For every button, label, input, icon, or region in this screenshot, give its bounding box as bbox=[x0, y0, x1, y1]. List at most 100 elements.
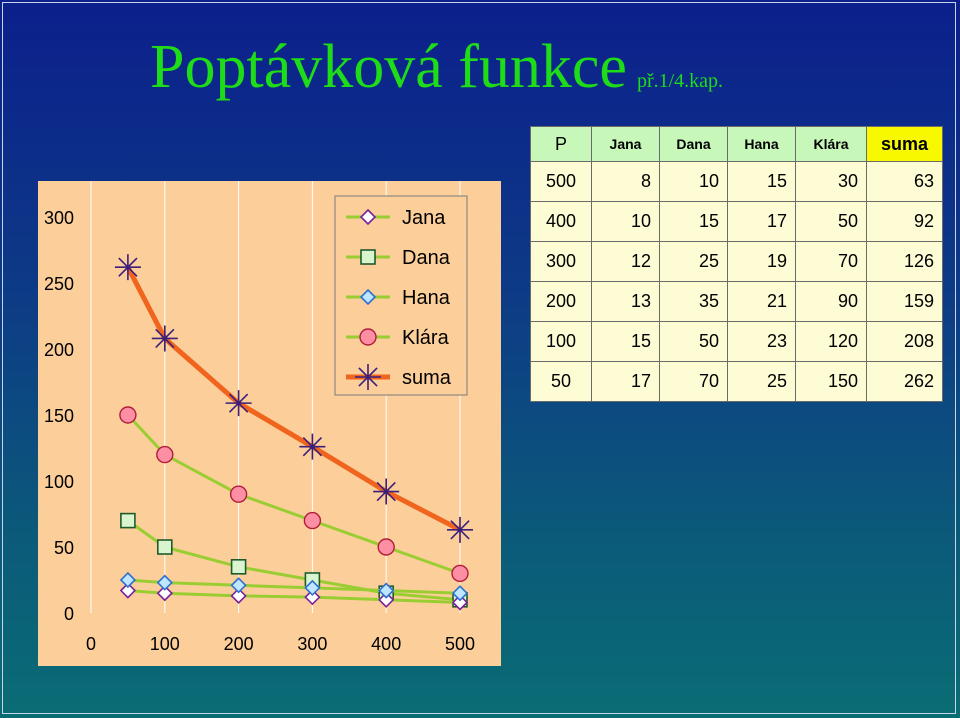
data-point-marker bbox=[229, 485, 248, 503]
quantity-cell: 50 bbox=[659, 321, 728, 362]
y-tick-label: 200 bbox=[44, 340, 74, 360]
quantity-cell: 10 bbox=[591, 201, 660, 242]
quantity-cell: 126 bbox=[866, 241, 943, 282]
table-header: P bbox=[530, 126, 592, 162]
data-point-marker bbox=[299, 433, 326, 460]
data-point-marker bbox=[156, 445, 174, 464]
quantity-cell: 262 bbox=[866, 361, 943, 402]
quantity-cell: 92 bbox=[866, 201, 943, 242]
data-point-marker bbox=[119, 582, 137, 599]
legend-label: Jana bbox=[402, 207, 446, 229]
y-tick-label: 150 bbox=[44, 406, 74, 426]
quantity-cell: 70 bbox=[795, 241, 867, 282]
x-tick-label: 0 bbox=[86, 634, 96, 654]
data-point-marker bbox=[359, 328, 377, 346]
x-tick-label: 500 bbox=[445, 634, 475, 654]
slide-title: Poptávková funkce př.1/4.kap. bbox=[150, 32, 723, 103]
quantity-cell: 8 bbox=[591, 161, 660, 202]
quantity-cell: 15 bbox=[591, 321, 660, 362]
quantity-cell: 17 bbox=[727, 201, 796, 242]
price-cell: 200 bbox=[530, 281, 592, 322]
legend-label: Hana bbox=[402, 287, 451, 309]
data-point-marker bbox=[304, 589, 321, 606]
quantity-cell: 23 bbox=[727, 321, 796, 362]
table-row: 300 12 25 19 70 126 bbox=[530, 241, 943, 282]
price-cell: 50 bbox=[530, 361, 592, 402]
data-point-marker bbox=[230, 577, 247, 594]
series-line bbox=[125, 266, 462, 533]
table-header: Jana bbox=[591, 126, 660, 162]
table-row: 400 10 15 17 50 92 bbox=[530, 201, 943, 242]
quantity-cell: 208 bbox=[866, 321, 943, 362]
data-point-marker bbox=[451, 594, 469, 611]
quantity-cell: 10 bbox=[659, 161, 728, 202]
quantity-cell: 17 bbox=[591, 361, 660, 402]
data-point-marker bbox=[359, 288, 377, 306]
price-cell: 300 bbox=[530, 241, 592, 282]
data-point-marker bbox=[378, 591, 395, 608]
table-header: Dana bbox=[659, 126, 728, 162]
price-cell: 500 bbox=[530, 161, 592, 202]
title-main: Poptávková funkce bbox=[150, 33, 627, 101]
series-line bbox=[126, 413, 461, 575]
data-point-marker bbox=[230, 558, 247, 575]
table-row: 50 17 70 25 150 262 bbox=[530, 361, 943, 402]
data-point-marker bbox=[119, 406, 137, 424]
data-point-marker bbox=[451, 585, 469, 602]
quantity-cell: 15 bbox=[727, 161, 796, 202]
quantity-cell: 70 bbox=[659, 361, 728, 402]
y-tick-label: 50 bbox=[54, 538, 74, 558]
x-tick-label: 100 bbox=[150, 634, 180, 654]
data-point-marker bbox=[230, 587, 247, 604]
table-row: 200 13 35 21 90 159 bbox=[530, 281, 943, 322]
x-tick-label: 200 bbox=[224, 634, 254, 654]
table-header: Hana bbox=[727, 126, 796, 162]
quantity-cell: 25 bbox=[659, 241, 728, 282]
data-point-marker bbox=[451, 564, 469, 583]
title-sub: př.1/4.kap. bbox=[636, 70, 724, 92]
quantity-cell: 63 bbox=[866, 161, 943, 202]
data-point-marker bbox=[119, 571, 137, 589]
data-point-marker bbox=[156, 585, 173, 602]
data-point-marker bbox=[447, 516, 473, 543]
data-point-marker bbox=[120, 512, 136, 529]
data-point-marker bbox=[378, 582, 395, 599]
legend-label: Klára bbox=[402, 327, 450, 349]
price-cell: 100 bbox=[530, 321, 592, 362]
chart-series bbox=[114, 254, 473, 611]
data-point-marker bbox=[114, 254, 141, 281]
table-header-row: P Jana Dana Hana Klára suma bbox=[530, 126, 943, 162]
chart-legend: Jana Dana Hana Klára suma bbox=[334, 195, 468, 396]
legend-label: Dana bbox=[402, 247, 451, 269]
data-point-marker bbox=[304, 579, 321, 597]
y-tick-label: 0 bbox=[64, 604, 74, 624]
quantity-cell: 90 bbox=[795, 281, 867, 322]
quantity-cell: 13 bbox=[591, 281, 660, 322]
table-header: Klára bbox=[795, 126, 867, 162]
y-tick-label: 100 bbox=[44, 472, 74, 492]
quantity-cell: 21 bbox=[727, 281, 796, 322]
data-point-marker bbox=[360, 249, 376, 265]
data-point-marker bbox=[151, 325, 178, 352]
table-row: 100 15 50 23 120 208 bbox=[530, 321, 943, 362]
data-point-marker bbox=[225, 390, 252, 417]
data-point-marker bbox=[156, 574, 173, 591]
quantity-cell: 50 bbox=[795, 201, 867, 242]
y-tick-label: 250 bbox=[44, 274, 74, 294]
quantity-cell: 19 bbox=[727, 241, 796, 282]
data-point-marker bbox=[377, 538, 395, 556]
x-tick-label: 400 bbox=[371, 634, 401, 654]
price-cell: 400 bbox=[530, 201, 592, 242]
data-point-marker bbox=[373, 478, 400, 505]
data-point-marker bbox=[359, 208, 377, 226]
legend-label: suma bbox=[402, 367, 452, 389]
quantity-cell: 15 bbox=[659, 201, 728, 242]
y-tick-label: 300 bbox=[44, 208, 74, 228]
quantity-cell: 25 bbox=[727, 361, 796, 402]
quantity-cell: 12 bbox=[591, 241, 660, 282]
table-header-sum: suma bbox=[866, 126, 943, 162]
quantity-cell: 150 bbox=[795, 361, 867, 402]
data-table: P Jana Dana Hana Klára suma 500 8 10 15 30 63… bbox=[530, 126, 943, 402]
quantity-cell: 35 bbox=[659, 281, 728, 322]
